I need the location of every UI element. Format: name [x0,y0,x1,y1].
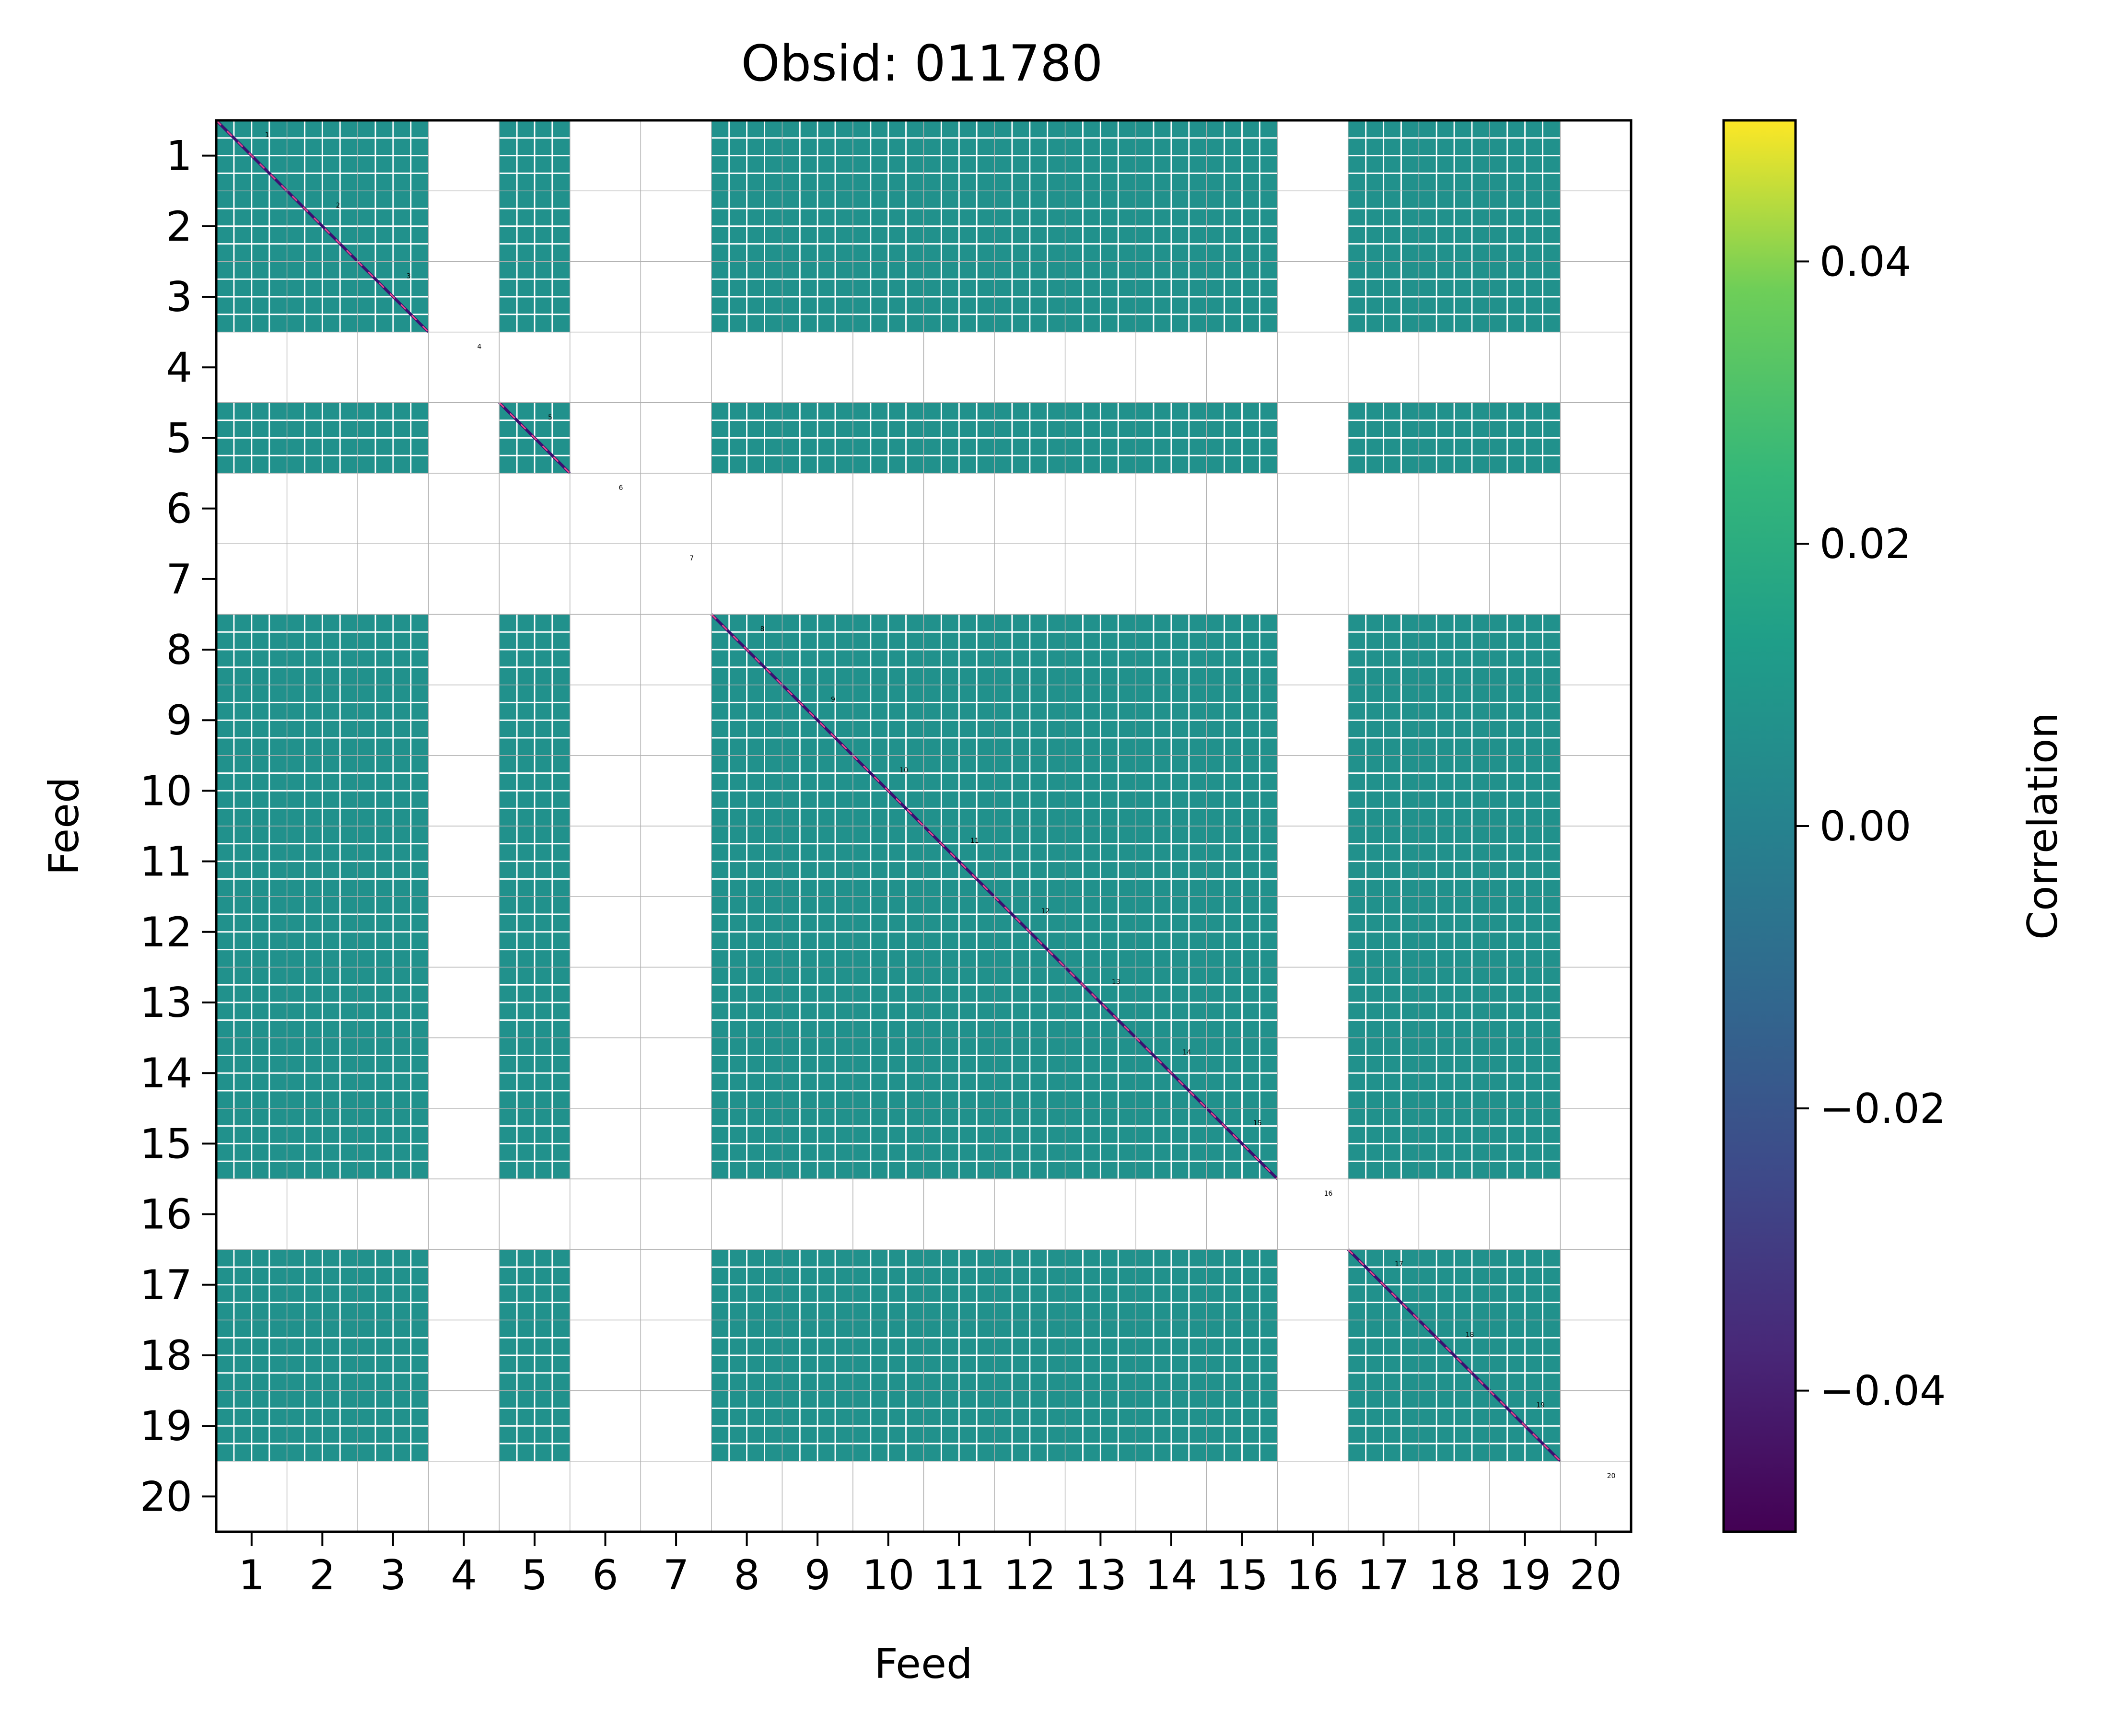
x-tick-label: 3 [380,1551,407,1599]
heatmap-cells [216,120,1561,1461]
feed-block-label: 7 [689,555,694,562]
x-tick-label: 5 [522,1551,548,1599]
y-tick-label: 10 [140,767,192,815]
feed-block-label: 20 [1607,1472,1616,1480]
colorbar-tick-label: 0.04 [1819,238,1911,286]
colorbar-tick-label: 0.00 [1819,803,1911,851]
x-tick-label: 7 [663,1551,689,1599]
y-tick-label: 15 [140,1120,192,1168]
x-tick-label: 6 [592,1551,618,1599]
x-tick-label: 2 [309,1551,336,1599]
colorbar-tick-label: −0.02 [1819,1085,1946,1133]
x-axis-ticks: 1 2 3 4 5 6 7 8 9 10 11 12 13 14 15 16 17 18 19 20 [238,1532,1622,1599]
x-tick-label: 17 [1357,1551,1410,1599]
colorbar-tick-label: 0.02 [1819,520,1911,568]
feed-block-label: 19 [1536,1402,1545,1410]
feed-block-label: 6 [619,484,623,492]
feed-block-label: 14 [1182,1049,1191,1057]
x-tick-label: 10 [862,1551,914,1599]
chart-title: Obsid: 011780 [741,35,1103,93]
diagonal-accent [499,402,571,474]
feed-block-label: 8 [760,625,765,633]
y-axis-label: Feed [40,777,88,875]
colorbar-tick-label: −0.04 [1819,1367,1946,1415]
feed-block-label: 5 [548,414,552,421]
x-tick-label: 18 [1428,1551,1480,1599]
y-tick-label: 9 [166,697,192,745]
x-axis-label: Feed [874,1640,972,1688]
y-tick-label: 13 [140,979,192,1027]
x-tick-label: 20 [1570,1551,1622,1599]
plot-frame [215,119,1633,1533]
feed-block-label: 12 [1041,908,1050,915]
x-tick-label: 14 [1145,1551,1197,1599]
heatmap-grid [216,120,1631,1532]
feed-block-label: 18 [1466,1331,1474,1339]
y-tick-label: 4 [166,344,192,392]
x-tick-label: 16 [1286,1551,1339,1599]
x-tick-label: 13 [1074,1551,1127,1599]
y-tick-label: 18 [140,1332,192,1380]
y-tick-label: 12 [140,909,192,956]
feed-block-label: 15 [1253,1119,1262,1127]
feed-block-label: 16 [1324,1190,1333,1198]
y-tick-label: 11 [140,838,192,886]
feed-block-label: 2 [336,202,340,210]
y-tick-label: 14 [140,1049,192,1097]
y-tick-label: 16 [140,1191,192,1239]
x-tick-label: 15 [1216,1551,1268,1599]
y-tick-label: 7 [166,556,192,604]
y-tick-label: 1 [166,132,192,180]
x-tick-label: 12 [1003,1551,1056,1599]
feed-block-label: 4 [477,343,481,351]
diagonal-accent [1347,1249,1561,1462]
y-tick-label: 3 [166,273,192,321]
feed-block-label: 11 [970,837,979,845]
feed-block-label: 13 [1112,978,1120,986]
colorbar-ticks: −0.04 −0.02 0.00 0.02 0.04 [1796,238,1946,1415]
y-tick-label: 2 [166,203,192,251]
x-tick-label: 11 [933,1551,985,1599]
x-tick-label: 1 [238,1551,265,1599]
colorbar: −0.04 −0.02 0.00 0.02 0.04 Correlation [1722,119,2067,1533]
y-tick-label: 19 [140,1402,192,1450]
colorbar-label: Correlation [2019,712,2067,940]
x-tick-label: 19 [1499,1551,1551,1599]
y-tick-label: 17 [140,1261,192,1309]
feed-block-label: 10 [899,767,908,774]
y-tick-label: 20 [140,1473,192,1521]
colorbar-gradient [1722,119,1797,1533]
y-tick-label: 6 [166,485,192,533]
feed-block-label: 3 [407,272,411,280]
y-tick-label: 8 [166,626,192,674]
diagonal-accent [215,119,429,333]
y-tick-label: 5 [166,414,192,462]
feed-block-label: 17 [1395,1260,1403,1268]
feed-block-label: 1 [265,131,269,139]
x-tick-label: 8 [734,1551,760,1599]
feed-block-label: 9 [831,696,835,704]
x-tick-label: 9 [805,1551,831,1599]
x-tick-label: 4 [451,1551,477,1599]
